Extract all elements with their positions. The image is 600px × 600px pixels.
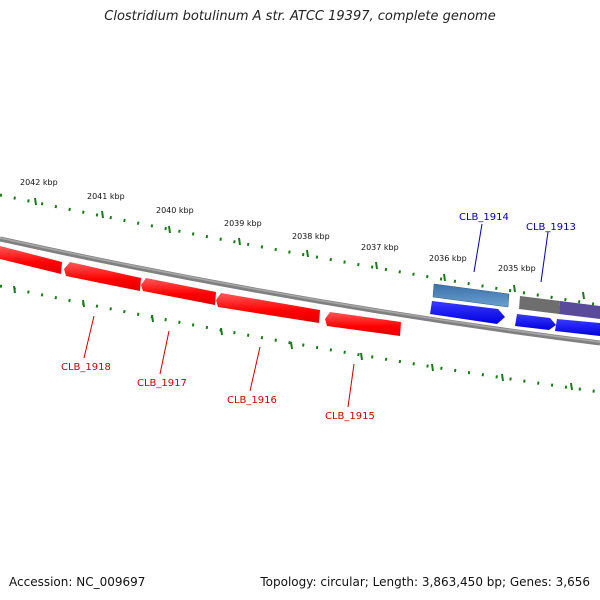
forward-label-leaders xyxy=(473,223,549,283)
map-title: Clostridium botulinum A str. ATCC 19397,… xyxy=(104,9,496,24)
inner-scale-ring xyxy=(0,284,600,394)
gene-label-clb-1917: CLB_1917 xyxy=(137,378,187,389)
reverse-label-leaders xyxy=(83,315,355,408)
scale-label-2039: 2039 kbp xyxy=(224,219,262,228)
gene-label-clb-1915: CLB_1915 xyxy=(325,411,375,422)
accession-text: Accession: NC_009697 xyxy=(9,575,146,589)
gene-arrow-clb-1915[interactable] xyxy=(325,312,401,336)
gene-arrow-partial-left[interactable] xyxy=(0,246,62,274)
outer-scale-ring xyxy=(0,193,600,307)
gene-arrow-next[interactable] xyxy=(555,319,600,336)
scale-label-2038: 2038 kbp xyxy=(292,232,330,241)
scale-label-2041: 2041 kbp xyxy=(87,192,125,201)
gene-arrow-clb-1916[interactable] xyxy=(216,293,320,323)
gene-label-clb-1914: CLB_1914 xyxy=(459,212,509,223)
gene-arrow-clb-1913[interactable] xyxy=(515,314,556,330)
gene-label-clb-1916: CLB_1916 xyxy=(227,395,277,406)
forward-gene-feature-steel[interactable] xyxy=(432,283,510,308)
forward-gene-feature-gray[interactable] xyxy=(519,296,560,314)
gene-label-clb-1913: CLB_1913 xyxy=(526,222,576,233)
scale-label-2037: 2037 kbp xyxy=(361,243,399,252)
gene-arrow-clb-1918[interactable] xyxy=(64,262,141,291)
scale-label-2042: 2042 kbp xyxy=(20,178,58,187)
genome-backbone xyxy=(0,236,600,346)
scale-label-2035: 2035 kbp xyxy=(498,264,536,273)
gene-arrow-clb-1917[interactable] xyxy=(141,278,216,305)
forward-gene-feature-purple[interactable] xyxy=(559,301,600,319)
topology-text: Topology: circular; Length: 3,863,450 bp… xyxy=(260,575,590,589)
inner-major-ticks xyxy=(13,285,573,391)
gene-label-clb-1918: CLB_1918 xyxy=(61,362,111,373)
outer-major-ticks xyxy=(34,197,585,300)
scale-label-2036: 2036 kbp xyxy=(429,254,467,263)
gene-arrow-clb-1914[interactable] xyxy=(430,301,505,324)
scale-label-2040: 2040 kbp xyxy=(156,206,194,215)
